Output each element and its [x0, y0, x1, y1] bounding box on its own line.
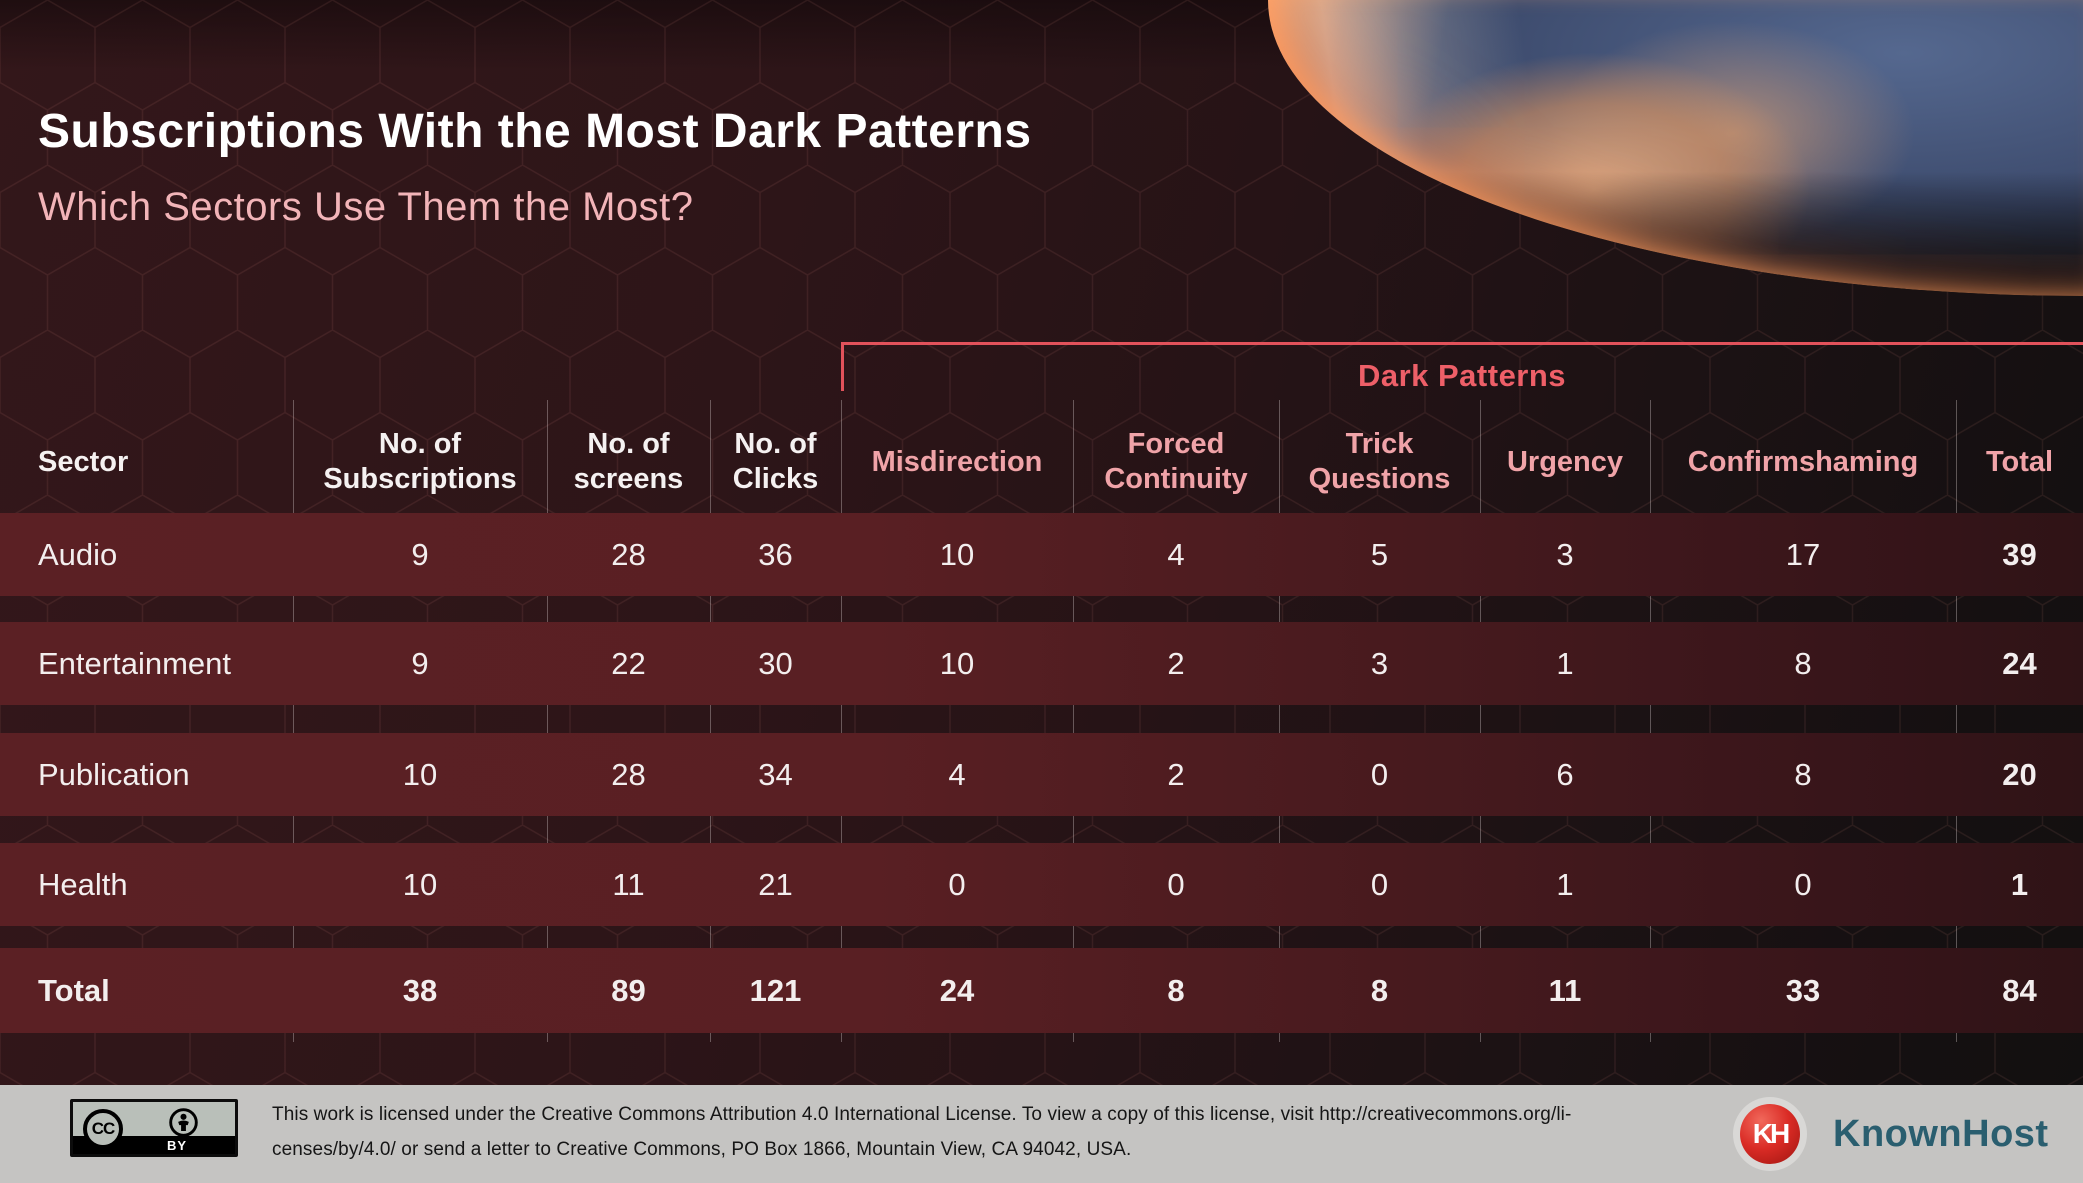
cell-total: 39 [2002, 536, 2037, 572]
cell-urgency: 3 [1556, 536, 1574, 572]
cell-confirmshaming: 8 [1794, 645, 1812, 681]
cell-urgency: 6 [1556, 756, 1574, 792]
column-header-urgency: Urgency [1506, 445, 1624, 478]
table-header-row: Sector No. of Subscriptions No. of scree… [0, 412, 2083, 512]
column-header-subscriptions: No. of Subscriptions [323, 428, 517, 495]
knownhost-logo: KH [1733, 1097, 1807, 1171]
column-header-screens: No. of screens [573, 428, 684, 495]
cell-total: 84 [2002, 972, 2037, 1008]
column-header-clicks: No. of Clicks [732, 428, 819, 495]
cell-trick-questions: 8 [1370, 972, 1389, 1008]
cc-by-license-badge: BY CC [70, 1099, 238, 1157]
cell-subscriptions: 38 [402, 972, 438, 1008]
cell-screens: 28 [611, 756, 646, 792]
cell-sector: Publication [38, 756, 190, 792]
cell-screens: 11 [612, 866, 645, 902]
cell-clicks: 34 [758, 756, 793, 792]
cell-trick-questions: 0 [1370, 866, 1389, 902]
column-header-sector: Sector [38, 445, 129, 478]
cell-subscriptions: 10 [402, 866, 438, 902]
dark-patterns-table: Dark Patterns Sector No. of Subscription… [0, 342, 2083, 1042]
cell-sector: Total [38, 972, 110, 1008]
cell-clicks: 21 [758, 866, 793, 902]
column-header-misdirection: Misdirection [871, 445, 1043, 478]
cell-urgency: 1 [1556, 645, 1574, 681]
cell-trick-questions: 3 [1370, 645, 1389, 681]
cell-forced-continuity: 4 [1167, 536, 1185, 572]
license-text-line2: censes/by/4.0/ or send a letter to Creat… [272, 1139, 1132, 1160]
column-header-total: Total [1985, 445, 2054, 478]
cell-subscriptions: 9 [411, 645, 429, 681]
dark-patterns-group-label: Dark Patterns [1357, 358, 1567, 393]
cell-misdirection: 0 [948, 866, 966, 902]
cell-misdirection: 10 [939, 536, 975, 572]
cell-clicks: 30 [758, 645, 793, 681]
page-title: Subscriptions With the Most Dark Pattern… [38, 105, 1032, 158]
cell-screens: 89 [611, 972, 646, 1008]
cc-icon: CC [83, 1109, 123, 1149]
cell-subscriptions: 9 [411, 536, 429, 572]
knownhost-monogram: KH [1740, 1104, 1800, 1164]
cell-confirmshaming: 17 [1785, 536, 1821, 572]
cell-forced-continuity: 0 [1167, 866, 1185, 902]
cell-total: 20 [2002, 756, 2037, 792]
cell-confirmshaming: 0 [1794, 866, 1812, 902]
column-header-trick-questions: Trick Questions [1308, 428, 1451, 495]
page-subtitle: Which Sectors Use Them the Most? [38, 185, 694, 229]
cell-sector: Health [38, 866, 128, 902]
cell-misdirection: 24 [939, 972, 975, 1008]
cell-confirmshaming: 8 [1794, 756, 1812, 792]
table-row-total: Total 38 89 121 24 8 8 11 33 84 [0, 948, 2083, 1033]
cell-forced-continuity: 2 [1167, 756, 1185, 792]
hands-typing-laptop-photo [1268, 0, 2083, 296]
knownhost-wordmark: KnownHost [1833, 1113, 2049, 1155]
table-row-health: Health 10 11 21 0 0 0 1 0 1 [0, 843, 2083, 926]
table-row-entertainment: Entertainment 9 22 30 10 2 3 1 8 24 [0, 622, 2083, 705]
cell-trick-questions: 5 [1370, 536, 1389, 572]
cell-sector: Audio [38, 536, 118, 572]
cell-misdirection: 4 [948, 756, 966, 792]
cell-subscriptions: 10 [402, 756, 438, 792]
cell-total: 1 [2010, 866, 2029, 902]
cell-confirmshaming: 33 [1785, 972, 1821, 1008]
cell-forced-continuity: 2 [1167, 645, 1185, 681]
cell-total: 24 [2002, 645, 2037, 681]
cc-by-label: BY [166, 1138, 188, 1153]
cell-clicks: 36 [758, 536, 793, 572]
attribution-person-icon [169, 1108, 198, 1142]
cell-misdirection: 10 [939, 645, 975, 681]
table-row-publication: Publication 10 28 34 4 2 0 6 8 20 [0, 733, 2083, 816]
cell-screens: 22 [611, 645, 646, 681]
column-header-forced-continuity: Forced Continuity [1104, 428, 1248, 495]
cell-urgency: 1 [1556, 866, 1574, 902]
cell-trick-questions: 0 [1370, 756, 1389, 792]
cell-clicks: 121 [749, 972, 802, 1008]
cell-forced-continuity: 8 [1167, 972, 1185, 1008]
cell-screens: 28 [611, 536, 646, 572]
cell-urgency: 11 [1548, 972, 1582, 1008]
license-text-line1: This work is licensed under the Creative… [272, 1104, 1572, 1125]
column-header-confirmshaming: Confirmshaming [1687, 445, 1919, 478]
footer: BY CC This work is licensed under the Cr… [0, 1085, 2083, 1183]
table-row-audio: Audio 9 28 36 10 4 5 3 17 39 [0, 513, 2083, 596]
cell-sector: Entertainment [38, 645, 231, 681]
